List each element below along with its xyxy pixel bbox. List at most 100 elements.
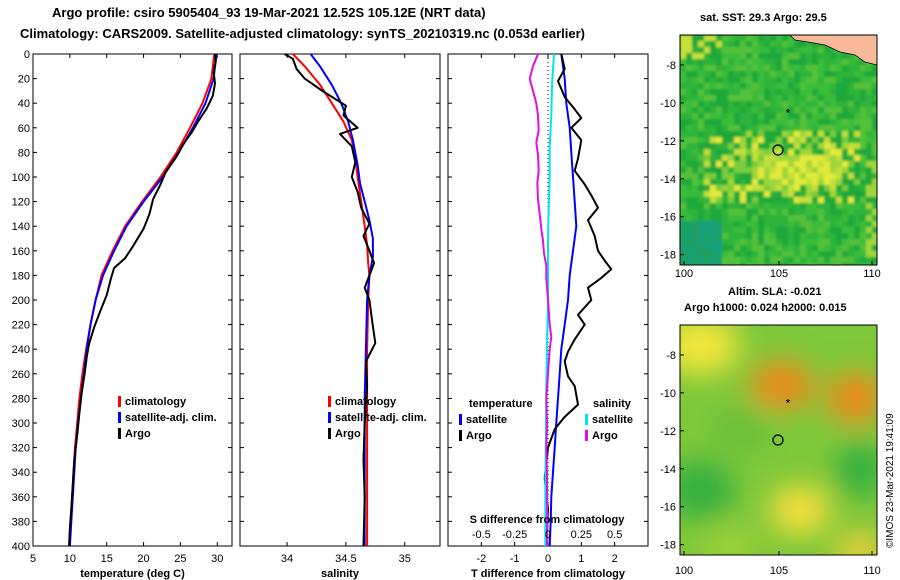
sst-cell [848, 83, 854, 89]
sst-cell [698, 125, 704, 131]
x-tick-label: 30 [211, 553, 223, 565]
sst-cell [704, 203, 710, 209]
sst-cell [734, 137, 740, 143]
sst-cell [818, 167, 824, 173]
y-tick-label: 220 [12, 320, 30, 332]
sst-cell [716, 143, 722, 149]
sst-cell [764, 65, 770, 71]
sst-cell [800, 227, 806, 233]
sst-cell [728, 131, 734, 137]
sst-cell [752, 125, 758, 131]
sst-cell [872, 203, 877, 209]
sst-cell [752, 65, 758, 71]
sst-cell [734, 89, 740, 95]
sst-cell [716, 47, 722, 53]
sst-cell [806, 41, 812, 47]
sst-cell [794, 209, 800, 215]
sst-cell [740, 143, 746, 149]
sst-cell [680, 155, 686, 161]
sst-cell [680, 191, 686, 197]
sst-cell [806, 53, 812, 59]
sst-cell [812, 203, 818, 209]
sst-cell [836, 107, 842, 113]
sst-cell [806, 227, 812, 233]
sst-cell [872, 257, 877, 263]
series-line-argo [284, 53, 377, 547]
sst-cell [752, 227, 758, 233]
sst-cell [836, 179, 842, 185]
sst-cell [860, 215, 866, 221]
sst-cell [710, 131, 716, 137]
sst-cell [764, 155, 770, 161]
sst-cell [752, 155, 758, 161]
sst-cell [860, 65, 866, 71]
sst-cell [680, 149, 686, 155]
sst-cell [824, 263, 830, 265]
sst-cell [746, 53, 752, 59]
sst-cell [752, 209, 758, 215]
sst-cell [698, 191, 704, 197]
sst-cell [794, 185, 800, 191]
sst-cell [770, 131, 776, 137]
sst-cell [872, 125, 877, 131]
sst-cell [764, 41, 770, 47]
sst-cell [752, 47, 758, 53]
argo-location-marker [772, 434, 784, 446]
sst-cell [782, 173, 788, 179]
sst-cell [812, 185, 818, 191]
sst-cell [728, 107, 734, 113]
sst-cell [680, 215, 686, 221]
sst-cell [812, 227, 818, 233]
sst-cell [824, 131, 830, 137]
sst-cell [734, 95, 740, 101]
sst-cell [794, 95, 800, 101]
sst-cell [758, 209, 764, 215]
sst-cell [680, 89, 686, 95]
sst-cell [812, 233, 818, 239]
sst-cell [722, 221, 728, 227]
sst-cell [824, 113, 830, 119]
sst-cell [830, 125, 836, 131]
sst-cell [740, 113, 746, 119]
sst-cell [812, 95, 818, 101]
sst-cell [794, 191, 800, 197]
sst-cell [764, 137, 770, 143]
sst-cell [686, 197, 692, 203]
sst-cell [818, 125, 824, 131]
sst-cell [758, 95, 764, 101]
sst-cell [776, 215, 782, 221]
sst-cell [866, 251, 872, 257]
sst-cell [728, 101, 734, 107]
sst-cell [806, 203, 812, 209]
sst-cell [860, 251, 866, 257]
sst-cell [716, 179, 722, 185]
sst-cell [800, 161, 806, 167]
sst-cell [830, 185, 836, 191]
sst-cell [860, 227, 866, 233]
sst-cell [806, 167, 812, 173]
sst-cell [842, 239, 848, 245]
sst-cell [776, 107, 782, 113]
sst-cell [812, 83, 818, 89]
map-y-tick-label: -18 [660, 250, 676, 262]
sst-cell [872, 143, 877, 149]
sst-cell [740, 167, 746, 173]
sst-cell [854, 131, 860, 137]
sst-cell [686, 245, 692, 251]
sst-cell [722, 203, 728, 209]
sst-cell [728, 167, 734, 173]
sst-cell [830, 179, 836, 185]
sst-cell [770, 113, 776, 119]
sst-cell [770, 155, 776, 161]
sst-cell [710, 221, 716, 227]
sst-cell [848, 143, 854, 149]
sst-cell [698, 233, 704, 239]
sst-cell [842, 185, 848, 191]
sst-cell [770, 35, 776, 41]
sst-cell [818, 191, 824, 197]
y-tick-label: 240 [12, 344, 30, 356]
sst-cell [788, 125, 794, 131]
sst-cell [836, 263, 842, 265]
sst-cell [776, 71, 782, 77]
sst-cell [704, 161, 710, 167]
